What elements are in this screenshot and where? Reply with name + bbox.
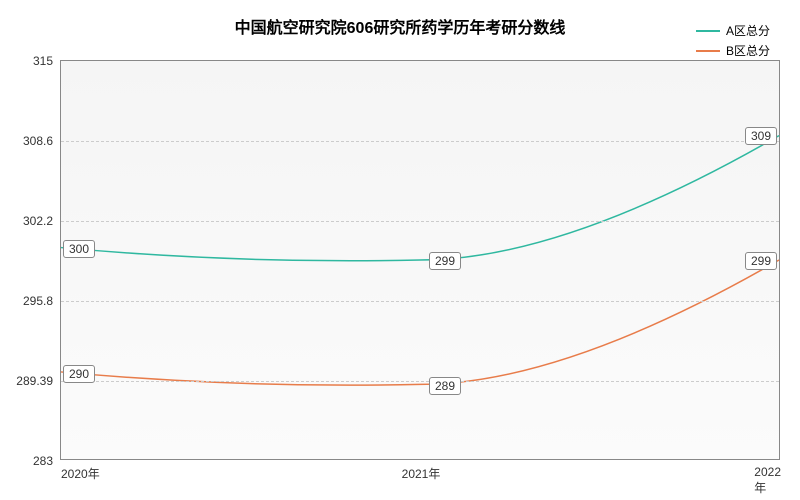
series-line <box>61 260 779 385</box>
y-axis-label: 308.6 <box>23 134 53 148</box>
series-line <box>61 136 779 261</box>
chart-container: 中国航空研究院606研究所药学历年考研分数线 A区总分 B区总分 283289.… <box>0 0 800 500</box>
x-axis-label: 2020年 <box>61 465 100 482</box>
y-axis-label: 302.2 <box>23 214 53 228</box>
data-label: 300 <box>63 240 95 258</box>
gridline <box>61 141 779 142</box>
legend-swatch-b <box>696 50 720 52</box>
legend-item-b: B区总分 <box>696 42 770 59</box>
legend-swatch-a <box>696 30 720 32</box>
data-label: 289 <box>429 377 461 395</box>
data-label: 309 <box>745 127 777 145</box>
line-svg <box>61 61 779 459</box>
y-axis-label: 283 <box>33 454 53 468</box>
gridline <box>61 221 779 222</box>
data-label: 290 <box>63 365 95 383</box>
chart-title: 中国航空研究院606研究所药学历年考研分数线 <box>0 14 800 38</box>
y-axis-label: 315 <box>33 54 53 68</box>
gridline <box>61 301 779 302</box>
x-axis-label: 2022年 <box>754 465 781 496</box>
gridline <box>61 381 779 382</box>
legend-label-b: B区总分 <box>726 42 770 59</box>
data-label: 299 <box>745 252 777 270</box>
data-label: 299 <box>429 252 461 270</box>
legend-item-a: A区总分 <box>696 22 770 39</box>
plot-area: 283289.39295.8302.2308.63152020年2021年202… <box>60 60 780 460</box>
y-axis-label: 289.39 <box>16 374 53 388</box>
legend-label-a: A区总分 <box>726 22 770 39</box>
legend: A区总分 B区总分 <box>696 22 770 62</box>
y-axis-label: 295.8 <box>23 294 53 308</box>
x-axis-label: 2021年 <box>402 465 441 482</box>
